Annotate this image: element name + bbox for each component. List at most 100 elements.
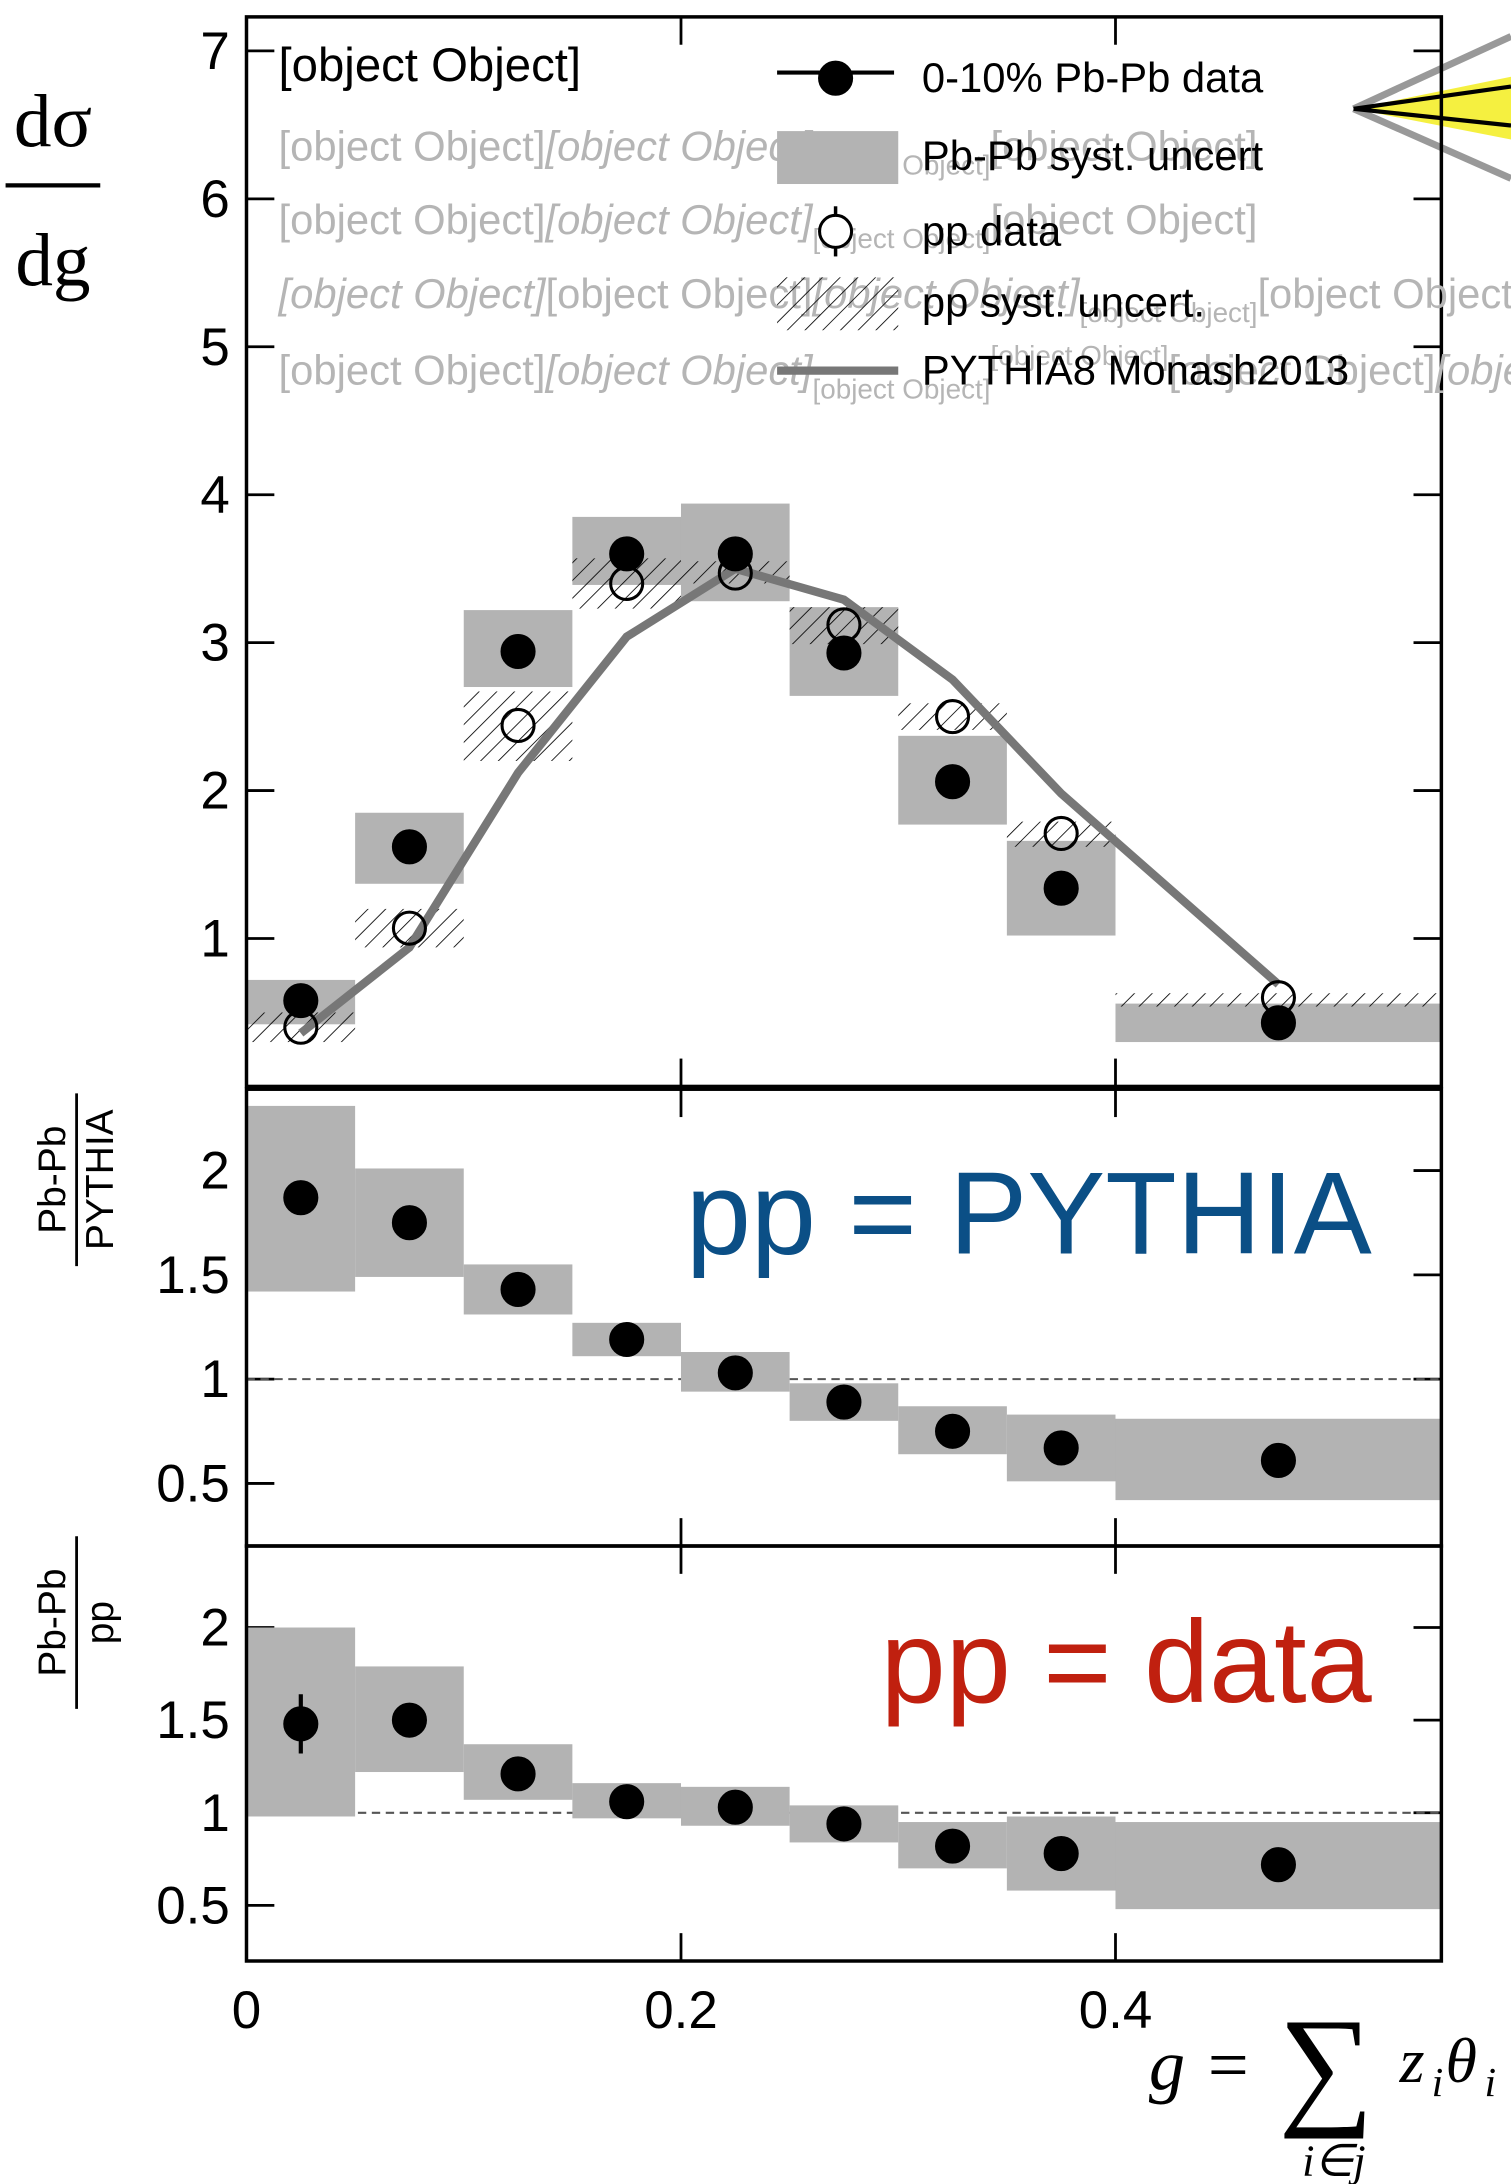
y-label-numerator: dσ xyxy=(14,80,92,163)
x-tick-label: 0 xyxy=(232,1981,261,2040)
annotation-part: [object Object] xyxy=(279,39,582,92)
data-point xyxy=(1043,1430,1079,1466)
data-point xyxy=(609,1321,645,1358)
y-tick-label: 1.5 xyxy=(156,1246,230,1305)
legend-label: Pb-Pb syst. uncert xyxy=(922,132,1264,179)
y-tick-label: 1 xyxy=(200,1784,229,1843)
annotation-part: [object Object] xyxy=(279,196,546,243)
x-label-part: i xyxy=(1432,2060,1444,2106)
data-point xyxy=(391,1702,427,1738)
annotation-part: [object Object] xyxy=(1257,270,1511,317)
legend-label: 0-10% Pb-Pb data xyxy=(922,54,1264,101)
legend-label: pp syst. uncert. xyxy=(922,278,1205,325)
annotation-part: [object Object] xyxy=(990,122,1257,169)
x-label-part: g = xyxy=(1149,2024,1252,2105)
legend-label: PYTHIA8 Monash2013 xyxy=(922,347,1349,394)
data-point xyxy=(283,1706,319,1742)
annotation: [object Object][object Object][object Ob… xyxy=(279,196,1258,254)
y-tick-label: 0.5 xyxy=(156,1455,230,1514)
x-label-part: i∈j xyxy=(1302,2135,1366,2184)
data-point xyxy=(717,1355,753,1391)
y-tick-label: 0.5 xyxy=(156,1877,230,1936)
data-point xyxy=(283,1009,319,1045)
x-label-part: i xyxy=(1485,2060,1497,2106)
x-label-part: z xyxy=(1399,2025,1425,2096)
y-label-numerator: Pb-Pb xyxy=(31,1126,74,1234)
legend-swatch xyxy=(777,131,899,185)
data-point xyxy=(826,1806,862,1842)
data-point xyxy=(391,829,427,865)
panel: 0.5 1 1.5 2 Pb-Pb PYTHIA pp = PYTHIA xyxy=(31,1087,1444,1548)
plot-frame xyxy=(244,15,1444,1089)
y-tick-label: 3 xyxy=(200,614,229,673)
y-tick-label: 1.5 xyxy=(156,1691,230,1750)
data-point xyxy=(935,1828,971,1864)
data-point xyxy=(500,633,536,670)
data-point xyxy=(1260,1442,1296,1479)
x-label-part: θ xyxy=(1446,2025,1477,2096)
data-point xyxy=(609,565,645,602)
annotation-part: [object Object] xyxy=(545,122,814,169)
x-label-part: ∑ xyxy=(1278,1991,1373,2139)
y-tick-label: 7 xyxy=(200,22,229,81)
data-point xyxy=(391,910,427,946)
panel-annotation: pp = PYTHIA xyxy=(686,1148,1372,1279)
y-label: Pb-Pb PYTHIA xyxy=(31,1093,122,1267)
data-point xyxy=(826,635,862,671)
panel-annotation: pp = data xyxy=(881,1596,1373,1727)
annotation-part: [object Object] xyxy=(1079,297,1257,328)
annotation: [object Object][object Object][object Ob… xyxy=(278,270,1511,328)
annotation-part: [object Object] xyxy=(545,196,814,243)
data-point xyxy=(1260,1847,1296,1883)
annotation-part: [object Object] xyxy=(1434,347,1511,394)
annotation-part: [object Object] xyxy=(279,347,546,394)
y-label-denominator: pp xyxy=(79,1601,122,1644)
data-point xyxy=(283,1180,319,1216)
data-point xyxy=(935,764,971,800)
annotation-part: [object Object] xyxy=(278,270,547,317)
data-point xyxy=(283,983,319,1019)
data-point xyxy=(1260,980,1296,1016)
data-point xyxy=(717,536,753,572)
data-point xyxy=(826,607,862,643)
data-point xyxy=(717,1789,753,1825)
y-tick-label: 1 xyxy=(200,1350,229,1409)
data-point xyxy=(500,1756,536,1792)
plot-frame xyxy=(244,1544,1444,1963)
annotation: [object Object] xyxy=(279,39,582,92)
syst-box xyxy=(1115,993,1442,1007)
x-tick-label: 0.2 xyxy=(644,1981,718,2040)
y-tick-label: 1 xyxy=(200,910,229,969)
data-point xyxy=(500,1271,536,1307)
legend-marker xyxy=(818,213,854,249)
legend-swatch xyxy=(777,277,899,331)
data-point xyxy=(717,555,753,591)
annotation-part: [object Object] xyxy=(279,122,546,169)
y-label: Pb-Pb pp xyxy=(31,1536,122,1709)
data-point xyxy=(1043,1835,1079,1872)
y-tick-label: 5 xyxy=(200,318,229,377)
data-point xyxy=(609,536,645,572)
annotation-part: [object Object] xyxy=(545,347,814,394)
y-tick-label: 2 xyxy=(200,762,229,821)
data-point xyxy=(1260,1005,1296,1041)
data-point xyxy=(500,707,536,744)
y-tick-label: 2 xyxy=(200,1142,229,1201)
y-tick-label: 2 xyxy=(200,1599,229,1658)
annotation-part: [object Object] xyxy=(990,196,1257,243)
annotation: [object Object][object Object][object Ob… xyxy=(279,340,1511,404)
data-point xyxy=(609,1784,645,1820)
jet-cone-icon xyxy=(1352,30,1511,187)
data-point xyxy=(935,699,971,735)
annotation-part: [object Object] xyxy=(546,270,813,317)
data-point xyxy=(826,1384,862,1420)
y-label-denominator: PYTHIA xyxy=(79,1109,122,1250)
data-point xyxy=(935,1413,971,1449)
y-label-denominator: dg xyxy=(15,220,90,303)
x-tick-label: 0.4 xyxy=(1079,1981,1153,2040)
annotation-part: [object Object] xyxy=(1168,347,1435,394)
data-point xyxy=(1043,815,1079,852)
